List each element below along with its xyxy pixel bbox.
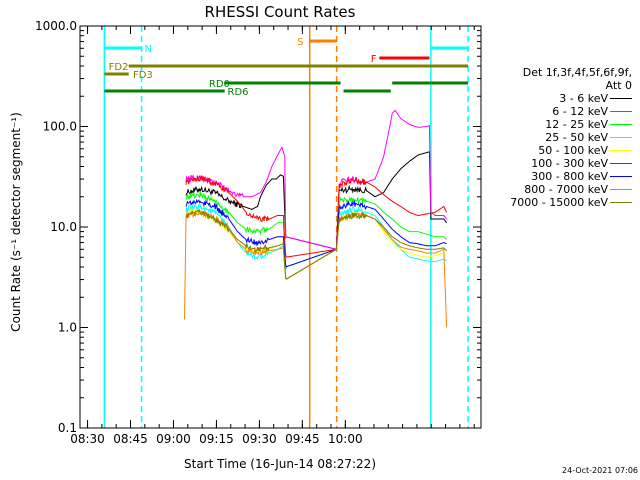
state-bar-label: F [371, 54, 377, 65]
legend-swatch [610, 98, 632, 99]
legend-entry: 3 - 6 keV [486, 92, 636, 105]
state-bar-label: FD3 [133, 70, 153, 81]
legend-entry: 7000 - 15000 keV [486, 196, 636, 209]
series-line [185, 198, 447, 268]
x-tick-label: 08:30 [70, 432, 105, 446]
x-tick-label: 09:00 [156, 432, 191, 446]
legend-swatch [610, 150, 632, 151]
legend-entry: 6 - 12 keV [486, 105, 636, 118]
legend-swatch [610, 176, 632, 177]
legend-entry-label: 50 - 100 keV [538, 144, 608, 157]
legend-entry: 50 - 100 keV [486, 144, 636, 157]
x-tick-label: 09:30 [242, 432, 277, 446]
series-line [185, 109, 447, 250]
state-bar-label: N [144, 44, 151, 55]
y-tick-label: 10.0 [50, 220, 77, 234]
state-bar-label: RD6 [228, 87, 249, 98]
legend-entry-label: 300 - 800 keV [531, 170, 608, 183]
series-line [185, 175, 448, 258]
legend-entry-label: 100 - 300 keV [531, 157, 608, 170]
legend-swatch [610, 189, 632, 190]
x-tick-label: 09:45 [285, 432, 320, 446]
legend-entry: 800 - 7000 keV [486, 183, 636, 196]
legend-entry-label: 3 - 6 keV [559, 92, 608, 105]
legend-entry-label: 25 - 50 keV [545, 131, 608, 144]
state-bar-label: RD0 [209, 79, 230, 90]
x-axis: 08:30 08:45 09:00 09:15 09:30 09:45 10:00 [70, 26, 475, 446]
chart-title: RHESSI Count Rates [205, 3, 356, 21]
plot-frame [79, 25, 482, 429]
state-bar-label: S [297, 37, 303, 48]
legend-entry-label: 12 - 25 keV [545, 118, 608, 131]
x-tick-label: 08:45 [113, 432, 148, 446]
legend-swatch [610, 137, 632, 138]
y-tick-label: 100.0 [43, 120, 77, 134]
x-tick-label: 09:15 [199, 432, 234, 446]
legend-entry: 100 - 300 keV [486, 157, 636, 170]
x-tick-label: 10:00 [328, 432, 363, 446]
state-bar-label: FD2 [109, 62, 129, 73]
legend-swatch [610, 163, 632, 164]
y-tick-label: 0.1 [58, 421, 77, 435]
x-axis-label: Start Time (16-Jun-14 08:27:22) [184, 457, 376, 471]
legend-header-line-2: Att 0 [605, 79, 632, 92]
legend-swatch [610, 124, 632, 125]
legend-entry: 300 - 800 keV [486, 170, 636, 183]
legend-entry-label: 6 - 12 keV [552, 105, 608, 118]
legend-swatch [610, 111, 632, 112]
legend-swatch [610, 202, 632, 203]
y-axis-label: Count Rate (s⁻¹ detector segment⁻¹) [9, 112, 23, 332]
y-tick-label: 1.0 [58, 321, 77, 335]
legend-entry: 25 - 50 keV [486, 131, 636, 144]
series-layer [184, 109, 448, 328]
vertical-markers [103, 26, 469, 428]
legend-entry-label: 800 - 7000 keV [524, 183, 608, 196]
y-tick-label: 1000.0 [35, 19, 77, 33]
timestamp: 24-Oct-2021 07:06 [562, 466, 638, 475]
series-line [184, 210, 448, 328]
legend-entry-label: 7000 - 15000 keV [510, 196, 608, 209]
y-axis: 0.1 1.0 10.0 100.0 1000.0 [35, 19, 481, 435]
legend-header-line-1: Det 1f,3f,4f,5f,6f,9f, [522, 66, 632, 79]
legend-entry: 12 - 25 keV [486, 118, 636, 131]
legend: Det 1f,3f,4f,5f,6f,9f, Att 0 3 - 6 keV 6 … [486, 66, 636, 209]
series-line [185, 209, 447, 280]
series-line [185, 151, 447, 250]
